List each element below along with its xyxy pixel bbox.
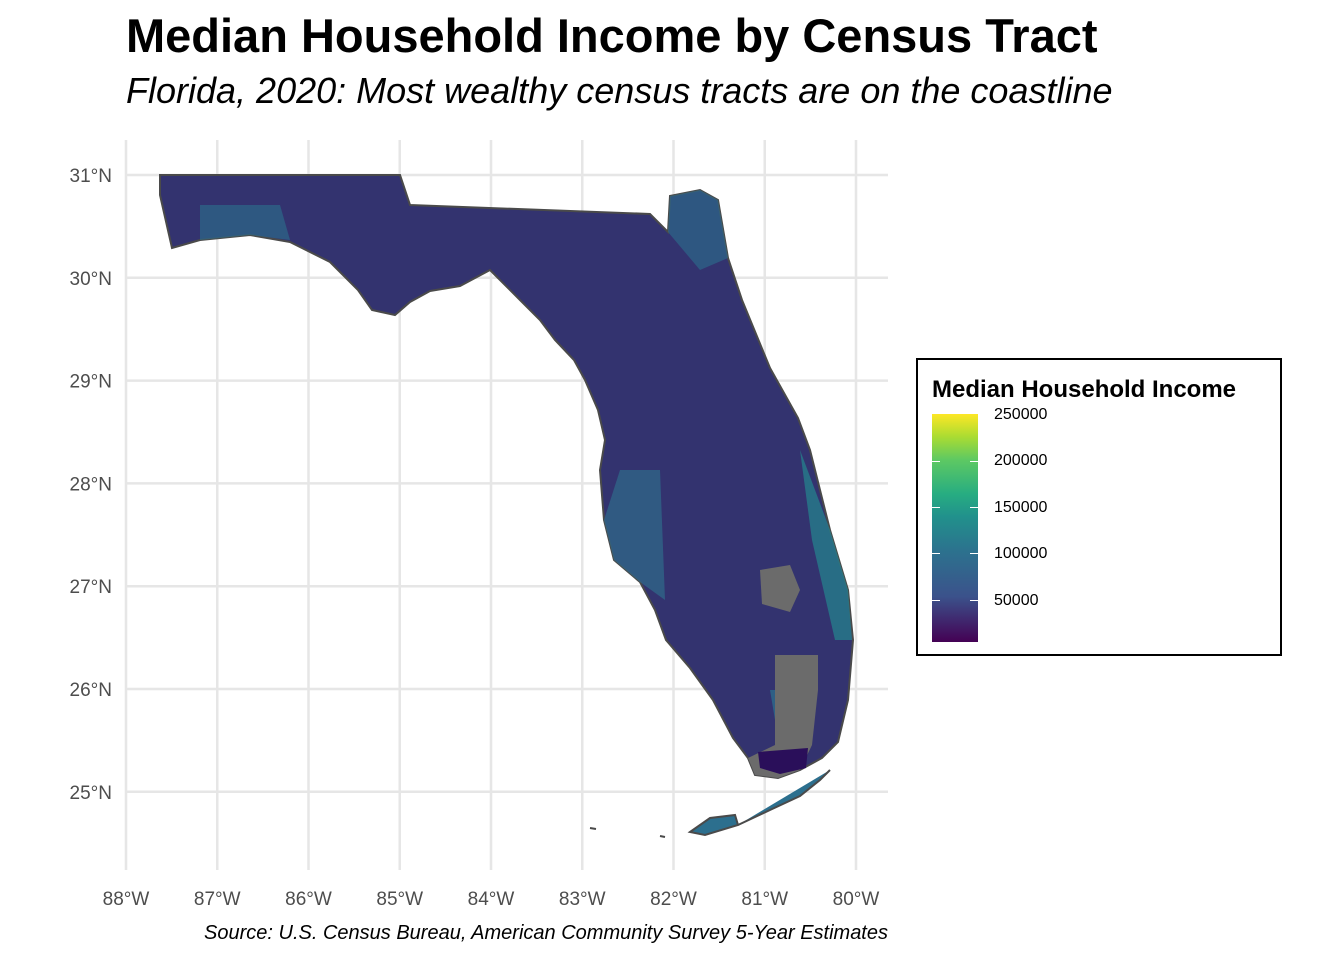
tract-east-coastal xyxy=(800,450,852,640)
everglades-missing xyxy=(748,655,818,778)
lon-tick-label: 87°W xyxy=(194,889,241,910)
lat-tick-label: 25°N xyxy=(70,783,112,804)
tract-panhandle-coast xyxy=(200,205,290,240)
lon-tick-label: 85°W xyxy=(376,889,423,910)
legend-tick xyxy=(932,553,978,554)
axes: 88°W 87°W 86°W 85°W 84°W 83°W 82°W 81°W 80°W 31°N… xyxy=(70,166,880,910)
legend-label: 100000 xyxy=(994,545,1048,562)
legend-label: 150000 xyxy=(994,499,1048,516)
lat-tick-label: 29°N xyxy=(70,372,112,393)
lat-tick-label: 28°N xyxy=(70,474,112,495)
lon-tick-label: 88°W xyxy=(103,889,150,910)
lon-tick-label: 82°W xyxy=(650,889,697,910)
legend-tick xyxy=(932,507,978,508)
florida-mainland xyxy=(159,174,855,780)
caption: Source: U.S. Census Bureau, American Com… xyxy=(204,922,888,944)
lon-tick-label: 84°W xyxy=(468,889,515,910)
southern-tract-dark xyxy=(758,748,808,774)
lon-tick-label: 83°W xyxy=(559,889,606,910)
lon-tick-label: 86°W xyxy=(285,889,332,910)
lon-tick-label: 80°W xyxy=(833,889,880,910)
lat-tick-label: 31°N xyxy=(70,166,112,187)
tract-west-coastal xyxy=(604,470,665,600)
legend-label: 50000 xyxy=(994,592,1039,609)
legend-label: 200000 xyxy=(994,452,1048,469)
lat-tick-label: 26°N xyxy=(70,680,112,701)
legend-tick xyxy=(932,461,978,462)
lat-tick-label: 27°N xyxy=(70,577,112,598)
legend: Median Household Income 250000 200000 15… xyxy=(916,358,1282,656)
legend-label: 250000 xyxy=(994,406,1048,423)
legend-colorbar xyxy=(932,414,978,642)
subtitle: Florida, 2020: Most wealthy census tract… xyxy=(126,70,1113,111)
lake-okeechobee xyxy=(760,565,800,612)
lat-tick-label: 30°N xyxy=(70,269,112,290)
page-title: Median Household Income by Census Tract xyxy=(126,9,1098,62)
legend-tick xyxy=(932,600,978,601)
legend-title: Median Household Income xyxy=(932,376,1237,403)
florida-map xyxy=(159,174,855,838)
florida-keys xyxy=(589,769,831,838)
tract-northeast xyxy=(668,190,728,270)
lon-tick-label: 81°W xyxy=(741,889,788,910)
